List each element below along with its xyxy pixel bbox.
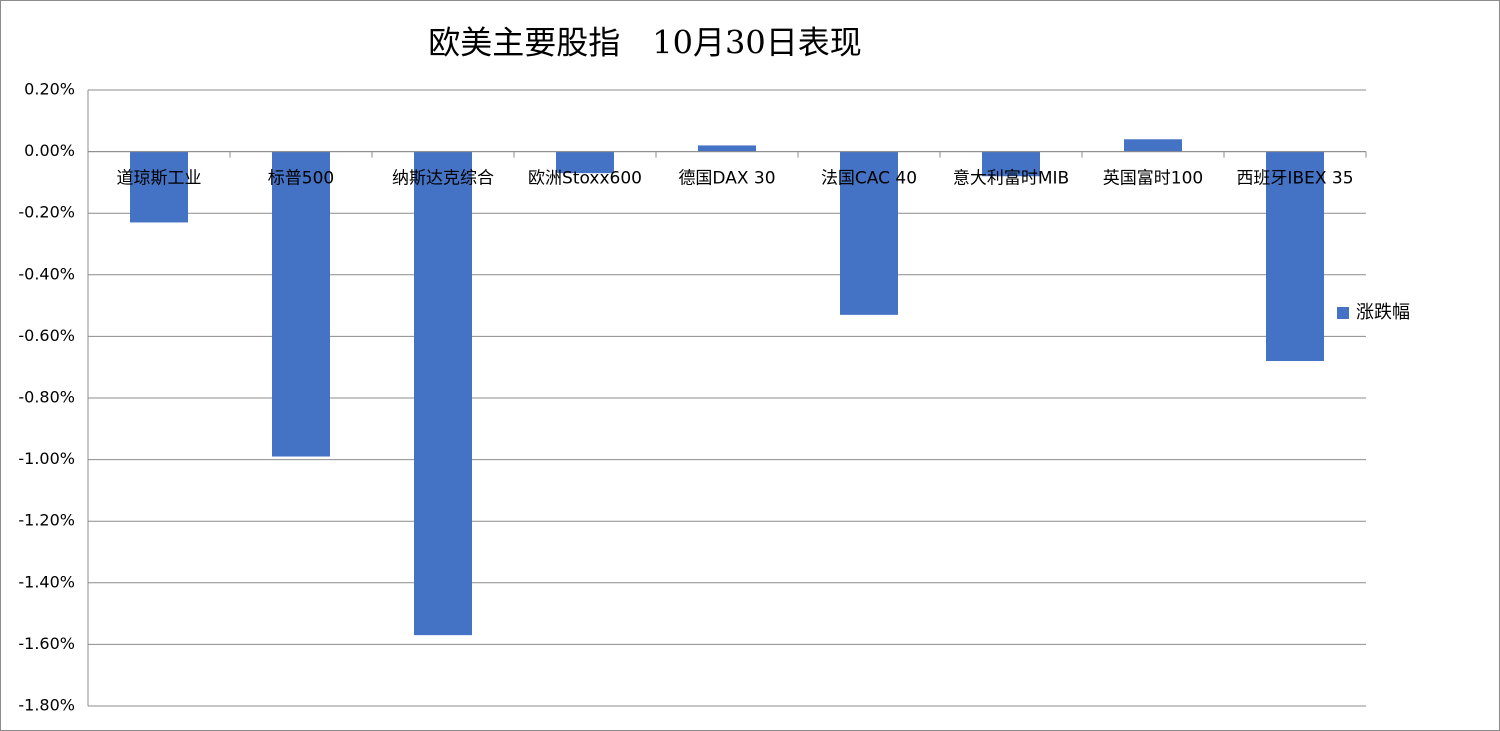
- bar: [272, 151, 330, 457]
- y-tick-label: -1.40%: [18, 572, 75, 591]
- bar: [840, 151, 898, 315]
- x-tick-label: 意大利富时MIB: [953, 169, 1069, 189]
- bar: [414, 151, 472, 636]
- x-tick-label: 德国DAX 30: [678, 169, 775, 189]
- y-tick-label: -1.00%: [18, 449, 75, 468]
- bar: [1266, 151, 1324, 362]
- y-tick-label: -1.20%: [18, 511, 75, 530]
- x-tick-label: 法国CAC 40: [821, 169, 917, 189]
- x-tick-label: 道琼斯工业: [117, 169, 202, 189]
- legend-label: 涨跌幅: [1356, 302, 1410, 323]
- bar: [1124, 139, 1182, 152]
- x-tick-label: 西班牙IBEX 35: [1236, 169, 1353, 189]
- y-tick-label: -0.40%: [18, 264, 75, 283]
- bar: [556, 151, 614, 174]
- bar: [982, 151, 1040, 177]
- x-tick-label: 标普500: [268, 169, 334, 189]
- chart-title: 欧美主要股指 10月30日表现: [428, 24, 861, 62]
- x-tick-label: 纳斯达克综合: [392, 169, 494, 189]
- x-tick-label: 欧洲Stoxx600: [528, 169, 642, 189]
- y-tick-label: 0.00%: [24, 141, 75, 160]
- x-tick-label: 英国富时100: [1103, 169, 1203, 189]
- y-tick-label: -1.60%: [18, 634, 75, 653]
- y-tick-label: -1.80%: [18, 696, 75, 715]
- y-tick-label: -0.60%: [18, 326, 75, 345]
- bar: [698, 145, 756, 152]
- y-tick-label: -0.20%: [18, 203, 75, 222]
- legend-swatch: [1337, 307, 1349, 319]
- bar: [130, 151, 188, 223]
- y-tick-label: 0.20%: [24, 80, 75, 99]
- y-tick-label: -0.80%: [18, 388, 75, 407]
